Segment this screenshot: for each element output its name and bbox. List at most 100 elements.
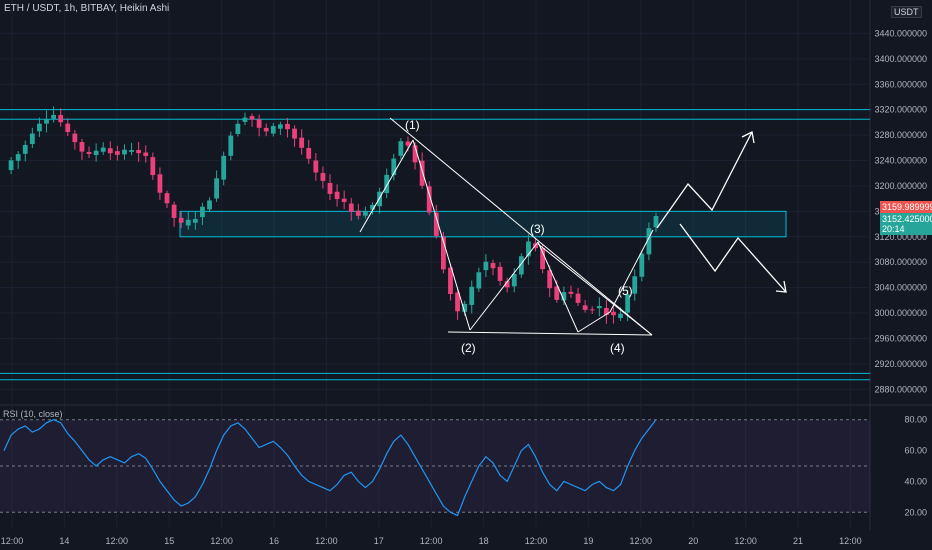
candle-body bbox=[221, 155, 227, 180]
wave-label-2: (2) bbox=[461, 341, 476, 355]
candle-body bbox=[355, 210, 361, 216]
candle-body bbox=[419, 160, 425, 186]
price-tick-label: 3040.000000 bbox=[874, 283, 927, 293]
candle-body bbox=[164, 193, 170, 204]
rsi-label: RSI (10, close) bbox=[3, 409, 63, 419]
candle-body bbox=[603, 307, 609, 315]
bullish-projection bbox=[656, 131, 753, 229]
price-tick-label: 2960.000000 bbox=[874, 333, 927, 343]
candle-body bbox=[653, 216, 659, 228]
candle-body bbox=[363, 211, 368, 216]
time-tick-label: 12:00 bbox=[525, 536, 548, 546]
candle-body bbox=[185, 219, 191, 226]
candle-body bbox=[540, 248, 546, 270]
price-tick-label: 3360.000000 bbox=[874, 79, 927, 89]
candle-body bbox=[107, 148, 113, 154]
rsi-tick-label: 20.00 bbox=[904, 507, 927, 517]
price-tick-label: 3320.000000 bbox=[874, 105, 927, 115]
candle-body bbox=[228, 135, 234, 156]
wave-pattern-annotation bbox=[359, 117, 654, 336]
candle-body bbox=[114, 151, 120, 155]
candle-body bbox=[242, 117, 248, 122]
time-tick-label: 12:00 bbox=[734, 536, 757, 546]
candle-body bbox=[157, 174, 163, 193]
candle-body bbox=[455, 292, 460, 312]
wave-leg bbox=[412, 139, 471, 331]
candle-body bbox=[72, 133, 78, 143]
wave-leg bbox=[537, 241, 579, 333]
time-tick-label: 17 bbox=[374, 536, 384, 546]
candle-body bbox=[58, 115, 64, 123]
candle-body bbox=[582, 305, 588, 310]
price-tick-label: 3200.000000 bbox=[874, 181, 927, 191]
candle-body bbox=[150, 157, 156, 176]
time-axis[interactable]: 12:00 14 12:00 15 12:00 16 12:00 17 12:00 18 12:00… bbox=[1, 536, 862, 546]
current-price-value: 3152.425000 bbox=[882, 214, 932, 224]
candle-body bbox=[249, 116, 255, 120]
candle-body bbox=[618, 313, 623, 319]
candle-body bbox=[561, 292, 567, 301]
candle-body bbox=[327, 182, 333, 194]
candle-body bbox=[207, 200, 212, 210]
price-tick-label: 3120.000000 bbox=[874, 232, 927, 242]
candle-body bbox=[433, 212, 439, 236]
candle-body bbox=[256, 119, 262, 128]
candle-body bbox=[504, 281, 510, 288]
candle-body bbox=[313, 160, 319, 173]
trendline-upper-2 bbox=[537, 243, 653, 336]
price-tick-label: 3000.000000 bbox=[874, 308, 927, 318]
rsi-line bbox=[3, 419, 657, 517]
time-tick-label: 12:00 bbox=[420, 536, 443, 546]
wave-label-3: (3) bbox=[530, 222, 545, 236]
price-tick-label: 3240.000000 bbox=[874, 156, 927, 166]
time-tick-label: 15 bbox=[164, 536, 174, 546]
symbol-title: ETH / USDT, 1h, BITBAY, Heikin Ashi bbox=[4, 3, 170, 14]
rsi-tick-label: 80.00 bbox=[904, 415, 927, 425]
rsi-tick-label: 60.00 bbox=[904, 446, 927, 456]
candle-body bbox=[306, 147, 312, 159]
candle-body bbox=[632, 276, 638, 294]
currency-badge[interactable]: USDT bbox=[891, 6, 922, 18]
candle-body bbox=[483, 261, 489, 271]
wave-leg bbox=[359, 139, 414, 233]
candle-body bbox=[398, 141, 404, 156]
candle-body bbox=[235, 123, 241, 134]
candle-body bbox=[44, 119, 49, 124]
candle-body bbox=[93, 150, 99, 156]
wave-label-4: (4) bbox=[610, 341, 625, 355]
candle-body bbox=[86, 151, 92, 154]
current-price-tag: 3152.425000 20:14 bbox=[880, 213, 932, 235]
wave-leg bbox=[609, 229, 654, 313]
candle-body bbox=[589, 309, 595, 311]
time-tick-label: 14 bbox=[59, 536, 69, 546]
candle-body bbox=[334, 191, 340, 200]
time-tick-label: 18 bbox=[479, 536, 489, 546]
candle-body bbox=[270, 126, 276, 134]
candle-body bbox=[391, 158, 397, 176]
candle-body bbox=[611, 311, 616, 316]
time-tick-label: 21 bbox=[793, 536, 803, 546]
candle-body bbox=[8, 160, 14, 171]
time-tick-label: 12:00 bbox=[315, 536, 338, 546]
bullish-arrowhead bbox=[741, 131, 755, 144]
candle-body bbox=[171, 204, 177, 218]
candle-body bbox=[143, 152, 149, 156]
wave-label-5: (5) bbox=[618, 284, 633, 298]
candle-body bbox=[277, 124, 283, 129]
wave-leg bbox=[577, 311, 611, 333]
candle-body bbox=[384, 174, 390, 194]
candle-body bbox=[51, 114, 57, 119]
candle-body bbox=[469, 286, 475, 305]
candle-body bbox=[285, 123, 290, 130]
candle-body bbox=[518, 256, 524, 275]
candle-body bbox=[554, 286, 560, 300]
time-tick-label: 12:00 bbox=[839, 536, 862, 546]
candle-body bbox=[122, 149, 127, 155]
candle-body bbox=[29, 133, 35, 145]
wave-label-1: (1) bbox=[405, 118, 420, 132]
time-tick-label: 19 bbox=[583, 536, 593, 546]
bar-countdown: 20:14 bbox=[882, 224, 905, 234]
candle-body bbox=[526, 241, 531, 257]
